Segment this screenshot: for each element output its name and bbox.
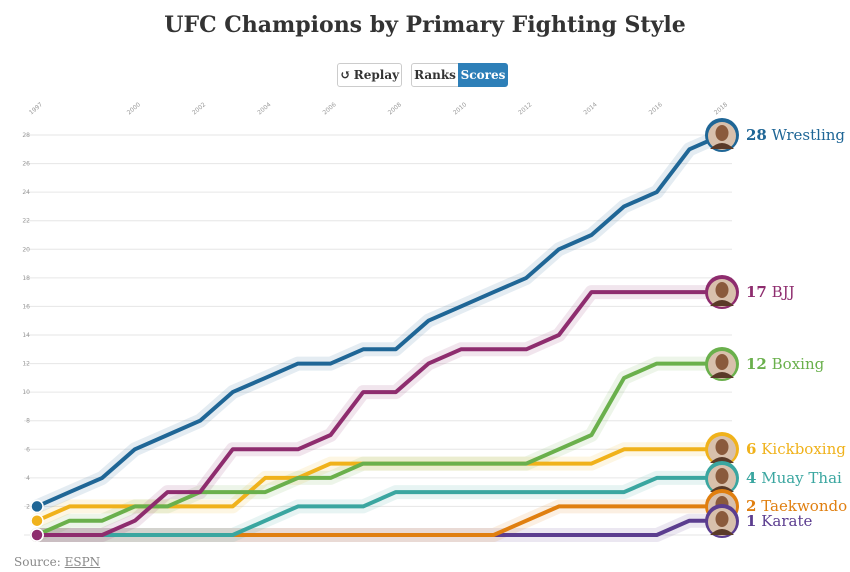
fighter-avatar-icon	[705, 432, 739, 466]
x-tick-label: 2016	[648, 101, 664, 116]
series-end-label: 1 Karate	[746, 512, 812, 530]
series-end-label: 17 BJJ	[746, 283, 795, 301]
y-tick-label: 10	[22, 389, 30, 396]
series-line	[35, 290, 724, 537]
fighter-avatar-icon	[705, 504, 739, 538]
x-tick-label: 2014	[582, 101, 598, 116]
x-tick-label: 2004	[256, 101, 272, 116]
y-tick-label: 8	[26, 418, 30, 425]
chart-controls: ↺ Replay Ranks Scores	[0, 63, 850, 89]
series-end-label: 2 Taekwondo	[746, 497, 847, 515]
y-tick-label: 18	[22, 275, 30, 282]
series-end-label: 4 Muay Thai	[746, 469, 842, 487]
series-end-label: 12 Boxing	[746, 355, 825, 373]
avatar-head	[715, 468, 729, 484]
grid-lines	[24, 134, 732, 536]
x-tick-label: 2012	[517, 101, 533, 116]
avatar-shoulders	[710, 529, 734, 535]
fighter-avatar-icon	[705, 118, 739, 152]
series-end-name: Wrestling	[767, 126, 846, 144]
source-link[interactable]: ESPN	[64, 555, 101, 569]
y-tick-label: 22	[22, 218, 30, 225]
series-end-name: Boxing	[767, 355, 825, 373]
x-tick-label: 1997	[28, 101, 44, 116]
x-tick-label: 2008	[387, 101, 403, 116]
series-start-dot	[30, 513, 44, 528]
y-tick-label: 6	[26, 446, 30, 453]
chart-title: UFC Champions by Primary Fighting Style	[164, 12, 686, 38]
y-tick-label: 16	[22, 303, 30, 310]
series-lines	[35, 133, 724, 537]
avatar-head	[715, 125, 729, 141]
avatar-shoulders	[710, 372, 734, 378]
source-prefix: Source:	[14, 555, 65, 569]
series-start-dot	[30, 499, 44, 514]
series-end-label: 28 Wrestling	[746, 126, 845, 144]
y-tick-label: 4	[26, 475, 30, 482]
avatar-head	[715, 282, 729, 298]
series-end-value: 1	[746, 512, 756, 530]
series-end-name: Kickboxing	[756, 440, 846, 458]
series-end-value: 6	[746, 440, 756, 458]
x-tick-label: 2002	[191, 101, 207, 116]
y-tick-label: 24	[22, 189, 30, 196]
series-start-dot	[30, 528, 44, 542]
fighter-avatar-icon	[705, 275, 739, 309]
series-end-name: BJJ	[767, 283, 795, 301]
series-line	[35, 133, 724, 509]
x-tick-label: 2006	[322, 101, 338, 116]
series-end-value: 4	[746, 469, 756, 487]
replay-label: Replay	[353, 68, 400, 82]
x-tick-label: 2010	[452, 101, 468, 116]
scores-toggle-button[interactable]: Scores	[458, 63, 508, 87]
x-axis-ticks: 1997 2000 2002 2004 2006 2008 2010 2012 2014 2016…	[28, 101, 729, 116]
y-tick-label: 14	[22, 332, 30, 339]
avatar-shoulders	[710, 457, 734, 463]
series-line	[35, 475, 724, 537]
series-end-value: 17	[746, 283, 767, 301]
replay-icon: ↺	[339, 68, 351, 83]
source-note: Source: ESPN	[14, 555, 100, 569]
series-end-value: 28	[746, 126, 767, 144]
x-tick-label: 2000	[126, 101, 142, 116]
y-tick-label: 12	[22, 361, 30, 368]
series-end-label: 6 Kickboxing	[746, 440, 846, 458]
x-tick-label: 2018	[713, 101, 729, 116]
avatar-shoulders	[710, 300, 734, 306]
series-end-value: 2	[746, 497, 756, 515]
series-end-value: 12	[746, 355, 767, 373]
avatar-head	[715, 439, 729, 455]
series-start-dots	[30, 499, 44, 542]
y-tick-label: 26	[22, 161, 30, 168]
y-tick-label: 28	[22, 132, 30, 139]
series-end-name: Muay Thai	[756, 469, 842, 487]
fighter-avatar-icon	[705, 347, 739, 381]
y-tick-label: 2	[26, 503, 30, 510]
avatar-head	[715, 511, 729, 527]
y-tick-label: 20	[22, 246, 30, 253]
series-avatars	[705, 118, 739, 538]
avatar-head	[715, 354, 729, 370]
avatar-shoulders	[710, 143, 734, 149]
series-end-name: Taekwondo	[756, 497, 847, 515]
series-end-name: Karate	[756, 512, 812, 530]
replay-button[interactable]: ↺ Replay	[337, 63, 402, 87]
